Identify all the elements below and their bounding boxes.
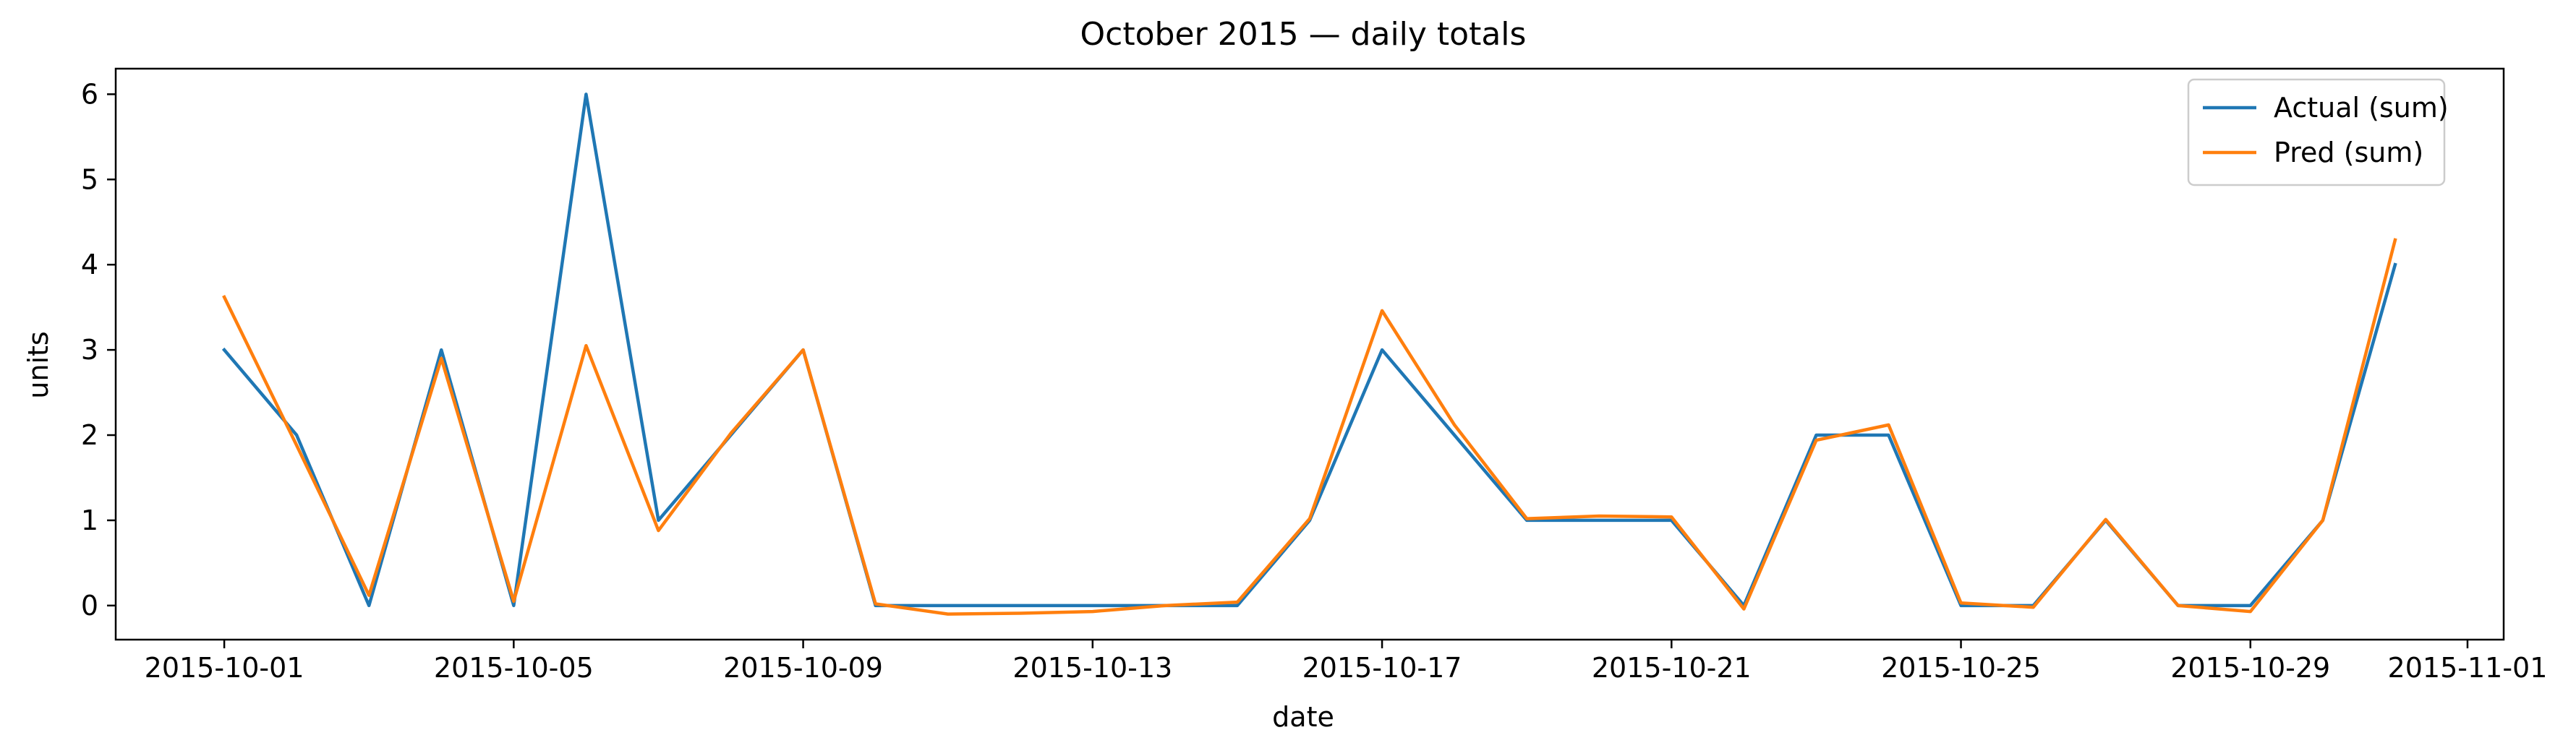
y-tick-label: 3 [81,334,98,366]
plot-area: 2015-10-01 2015-10-05 2015-10-09 2015-10-13… [81,67,2548,684]
legend-box [2187,78,2446,186]
x-axis-label: date [1272,701,1334,733]
x-tick-label: 2015-10-09 [723,652,883,684]
y-tick-label: 4 [81,249,98,280]
x-tick-label: 2015-10-25 [1881,652,2041,684]
y-tick-label: 2 [81,419,98,451]
x-tick-label: 2015-10-13 [1012,652,1172,684]
legend-label-actual: Actual (sum) [2274,92,2449,124]
x-tick-label: 2015-10-17 [1302,652,1462,684]
x-tick-label: 2015-10-05 [434,652,594,684]
y-tick-label: 5 [81,163,98,195]
legend-label-pred: Pred (sum) [2274,137,2423,168]
x-tick-label: 2015-10-29 [2170,652,2330,684]
y-tick-label: 1 [81,504,98,536]
y-tick-label: 6 [81,78,98,110]
series-line-pred [222,238,2397,616]
y-tick-label: 0 [81,590,98,622]
axes-frame [114,67,2505,641]
x-tick-label: 2015-10-01 [145,652,304,684]
x-tick-label: 2015-11-01 [2388,652,2548,684]
chart-title: October 2015 — daily totals [1080,16,1527,53]
y-axis-label: units [22,331,54,398]
x-tick-label: 2015-10-21 [1592,652,1752,684]
series-line-actual [221,93,2397,608]
legend: Actual (sum) Pred (sum) [2187,78,2449,186]
